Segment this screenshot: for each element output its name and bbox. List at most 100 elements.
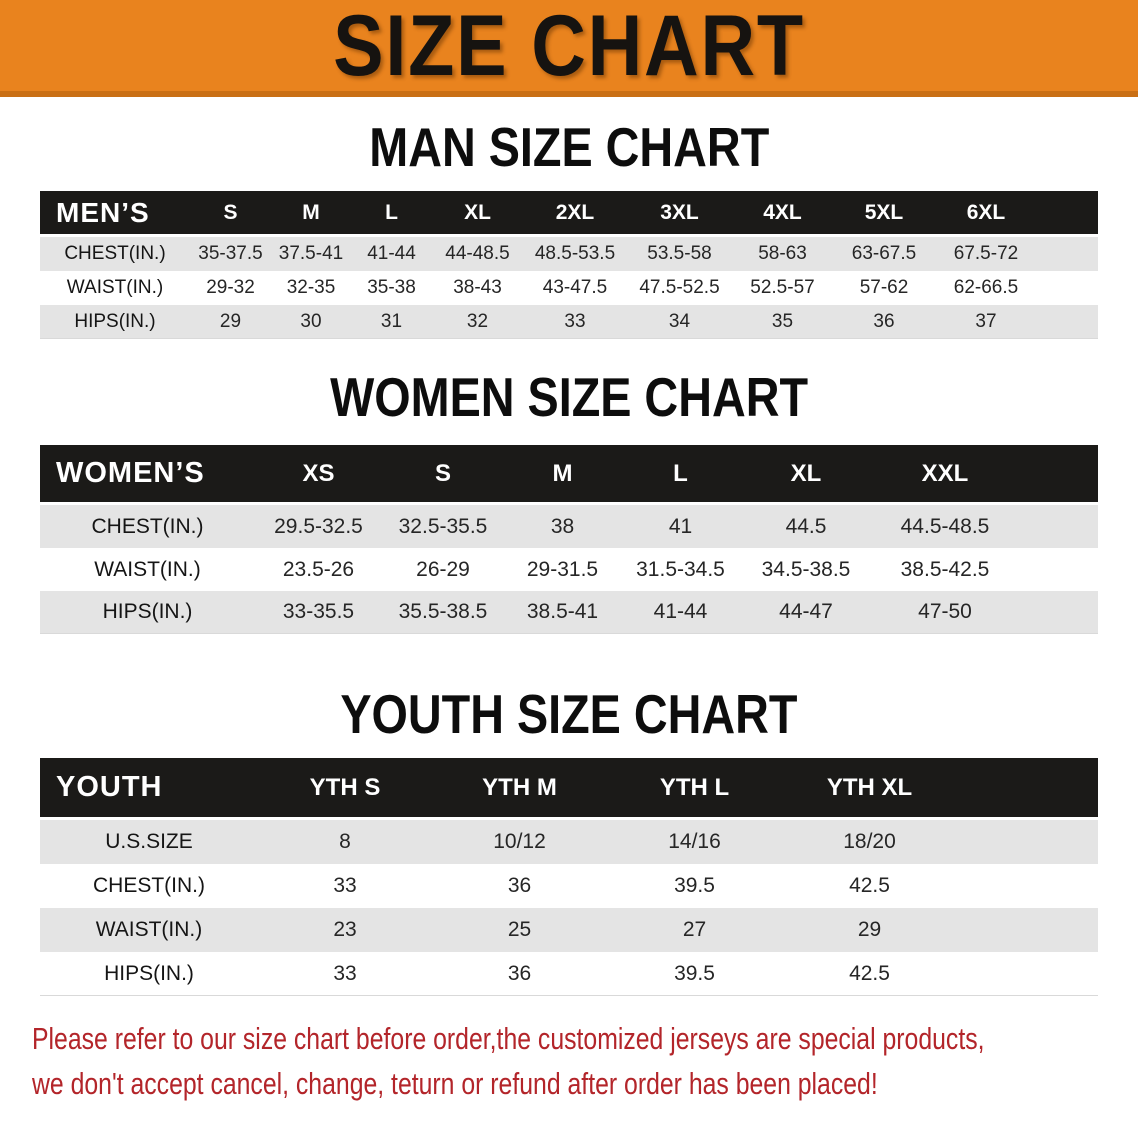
table-cell: 38	[504, 505, 621, 548]
table-cell: 42.5	[782, 864, 957, 908]
footnote: Please refer to our size chart before or…	[0, 1016, 1138, 1106]
youth-group-label: YOUTH	[40, 758, 258, 820]
table-cell: 35-38	[351, 271, 432, 305]
table-cell: 38.5-42.5	[872, 548, 1018, 591]
column-header: 4XL	[732, 191, 833, 237]
womens-waist-row: WAIST(IN.) 23.5-26 26-29 29-31.5 31.5-34…	[40, 548, 1098, 591]
table-cell: 29	[782, 908, 957, 952]
column-header: M	[271, 191, 351, 237]
table-cell: 34.5-38.5	[740, 548, 872, 591]
womens-hips-row: HIPS(IN.) 33-35.5 35.5-38.5 38.5-41 41-4…	[40, 591, 1098, 634]
table-cell: 44.5-48.5	[872, 505, 1018, 548]
column-header: YTH XL	[782, 758, 957, 820]
mens-waist-row: WAIST(IN.) 29-32 32-35 35-38 38-43 43-47…	[40, 271, 1098, 305]
table-cell: 10/12	[432, 820, 607, 864]
table-cell: 23	[258, 908, 432, 952]
table-cell: 37.5-41	[271, 237, 351, 271]
table-cell: 67.5-72	[935, 237, 1037, 271]
footnote-line: Please refer to our size chart before or…	[32, 1016, 1138, 1061]
table-cell: 33	[258, 952, 432, 996]
column-header: 5XL	[833, 191, 935, 237]
spacer-cell	[1018, 505, 1098, 548]
table-cell: 36	[833, 305, 935, 339]
mens-header-row: MEN’S S M L XL 2XL 3XL 4XL 5XL 6XL	[40, 191, 1098, 237]
youth-waist-row: WAIST(IN.) 23 25 27 29	[40, 908, 1098, 952]
spacer-cell	[957, 820, 1098, 864]
row-label: WAIST(IN.)	[40, 271, 190, 305]
table-cell: 26-29	[382, 548, 504, 591]
spacer-cell	[1018, 591, 1098, 634]
youth-hips-row: HIPS(IN.) 33 36 39.5 42.5	[40, 952, 1098, 996]
table-cell: 30	[271, 305, 351, 339]
youth-ussize-row: U.S.SIZE 8 10/12 14/16 18/20	[40, 820, 1098, 864]
table-cell: 35.5-38.5	[382, 591, 504, 634]
header-spacer	[1018, 445, 1098, 505]
table-cell: 58-63	[732, 237, 833, 271]
table-cell: 14/16	[607, 820, 782, 864]
mens-chest-row: CHEST(IN.) 35-37.5 37.5-41 41-44 44-48.5…	[40, 237, 1098, 271]
header-spacer	[1037, 191, 1098, 237]
table-cell: 32.5-35.5	[382, 505, 504, 548]
table-cell: 29	[190, 305, 271, 339]
table-cell: 31	[351, 305, 432, 339]
column-header: S	[382, 445, 504, 505]
table-cell: 29-32	[190, 271, 271, 305]
youth-chest-row: CHEST(IN.) 33 36 39.5 42.5	[40, 864, 1098, 908]
column-header: YTH S	[258, 758, 432, 820]
column-header: S	[190, 191, 271, 237]
table-cell: 36	[432, 864, 607, 908]
mens-group-label: MEN’S	[40, 191, 190, 237]
table-cell: 63-67.5	[833, 237, 935, 271]
column-header: 2XL	[523, 191, 627, 237]
mens-hips-row: HIPS(IN.) 29 30 31 32 33 34 35 36 37	[40, 305, 1098, 339]
spacer-cell	[957, 908, 1098, 952]
women-section-heading-text: WOMEN SIZE CHART	[330, 366, 808, 428]
row-label: WAIST(IN.)	[40, 908, 258, 952]
table-cell: 29.5-32.5	[255, 505, 382, 548]
table-cell: 32	[432, 305, 523, 339]
banner-title: SIZE CHART	[333, 0, 805, 94]
spacer-cell	[1037, 271, 1098, 305]
table-cell: 35-37.5	[190, 237, 271, 271]
table-cell: 33	[523, 305, 627, 339]
spacer-cell	[957, 952, 1098, 996]
column-header: 6XL	[935, 191, 1037, 237]
column-header: YTH M	[432, 758, 607, 820]
mens-size-table: MEN’S S M L XL 2XL 3XL 4XL 5XL 6XL CHEST…	[40, 191, 1098, 339]
table-cell: 23.5-26	[255, 548, 382, 591]
table-cell: 62-66.5	[935, 271, 1037, 305]
header-spacer	[957, 758, 1098, 820]
table-cell: 38.5-41	[504, 591, 621, 634]
table-cell: 8	[258, 820, 432, 864]
table-cell: 57-62	[833, 271, 935, 305]
table-cell: 27	[607, 908, 782, 952]
column-header: M	[504, 445, 621, 505]
row-label: WAIST(IN.)	[40, 548, 255, 591]
table-cell: 42.5	[782, 952, 957, 996]
table-cell: 41-44	[351, 237, 432, 271]
womens-size-table: WOMEN’S XS S M L XL XXL CHEST(IN.) 29.5-…	[40, 445, 1098, 634]
row-label: CHEST(IN.)	[40, 864, 258, 908]
footnote-line-1: Please refer to our size chart before or…	[32, 1021, 985, 1056]
table-cell: 47.5-52.5	[627, 271, 732, 305]
table-cell: 35	[732, 305, 833, 339]
man-section-heading: MAN SIZE CHART	[0, 119, 1138, 175]
table-cell: 47-50	[872, 591, 1018, 634]
table-cell: 25	[432, 908, 607, 952]
table-cell: 18/20	[782, 820, 957, 864]
table-cell: 31.5-34.5	[621, 548, 740, 591]
youth-size-table: YOUTH YTH S YTH M YTH L YTH XL U.S.SIZE …	[40, 758, 1098, 996]
table-cell: 44.5	[740, 505, 872, 548]
table-cell: 39.5	[607, 952, 782, 996]
youth-section-heading: YOUTH SIZE CHART	[0, 686, 1138, 742]
spacer-cell	[1037, 237, 1098, 271]
footnote-line: we don't accept cancel, change, teturn o…	[32, 1061, 1138, 1106]
column-header: L	[351, 191, 432, 237]
women-section-heading: WOMEN SIZE CHART	[0, 369, 1138, 425]
womens-group-label: WOMEN’S	[40, 445, 255, 505]
youth-header-row: YOUTH YTH S YTH M YTH L YTH XL	[40, 758, 1098, 820]
row-label: HIPS(IN.)	[40, 952, 258, 996]
banner: SIZE CHART	[0, 0, 1138, 97]
table-cell: 43-47.5	[523, 271, 627, 305]
table-cell: 33	[258, 864, 432, 908]
